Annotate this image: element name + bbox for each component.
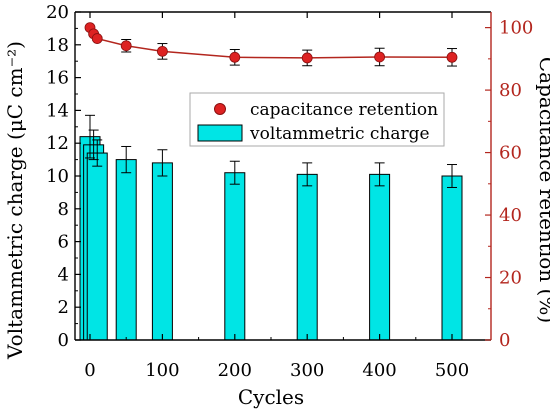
bar-8 <box>441 175 463 341</box>
bars-layer <box>79 136 463 341</box>
retention-point-4 <box>156 45 168 57</box>
y-left-tick-label-9: 18 <box>46 35 69 56</box>
y-right-tick-label-4: 80 <box>499 80 522 101</box>
y-right-tick-label-1: 20 <box>499 268 522 289</box>
y-left-tick-label-8: 16 <box>46 68 69 89</box>
y-right-tick-label-3: 60 <box>499 143 522 164</box>
bar-2 <box>86 152 108 341</box>
y-left-axis-title: Voltammetric charge (μC cm⁻²) <box>3 41 27 360</box>
bar-7 <box>369 173 391 341</box>
y-left-tick-label-1: 2 <box>58 297 69 318</box>
y-left-tick-label-4: 8 <box>58 199 69 220</box>
retention-point-6 <box>301 52 313 64</box>
retention-line <box>89 27 453 59</box>
legend-marker-retention <box>214 103 226 115</box>
x-tick-label-4: 400 <box>362 360 396 381</box>
x-tick-label-2: 200 <box>218 360 252 381</box>
y-left-tick-label-0: 0 <box>58 330 69 351</box>
legend-label-charge: voltammetric charge <box>249 124 430 144</box>
retention-point-5 <box>229 51 241 63</box>
y-right-tick-label-0: 0 <box>499 330 510 351</box>
y-left-tick-label-10: 20 <box>46 2 69 23</box>
y-left-tick-label-2: 4 <box>58 264 69 285</box>
bar-errors-layer <box>85 114 457 188</box>
bar-6 <box>296 173 318 341</box>
x-tick-label-1: 100 <box>145 360 179 381</box>
bar-4 <box>151 162 173 341</box>
bar-5 <box>224 172 246 341</box>
x-axis-title: Cycles <box>238 385 304 409</box>
y-right-tick-label-2: 40 <box>499 205 522 226</box>
y-right-tick-label-5: 100 <box>499 18 533 39</box>
legend-swatch-charge <box>197 124 243 142</box>
y-left-tick-label-7: 14 <box>46 100 69 121</box>
retention-point-7 <box>374 51 386 63</box>
y-left-tick-label-6: 12 <box>46 133 69 154</box>
y-left-tick-label-5: 10 <box>46 166 69 187</box>
y-left-tick-label-3: 6 <box>58 232 69 253</box>
y-right-axis-title: Capacitance retention (%) <box>535 57 550 323</box>
legend: capacitance retention voltammetric charg… <box>189 92 445 147</box>
line-layer <box>85 25 457 67</box>
x-tick-label-3: 300 <box>290 360 324 381</box>
legend-label-retention: capacitance retention <box>250 100 438 120</box>
retention-point-2 <box>91 33 103 44</box>
points-layer <box>84 22 458 64</box>
retention-point-8 <box>446 51 458 63</box>
bar-3 <box>115 159 137 341</box>
x-tick-label-0: 0 <box>84 360 95 381</box>
x-tick-label-5: 500 <box>435 360 469 381</box>
retention-point-3 <box>120 40 132 52</box>
